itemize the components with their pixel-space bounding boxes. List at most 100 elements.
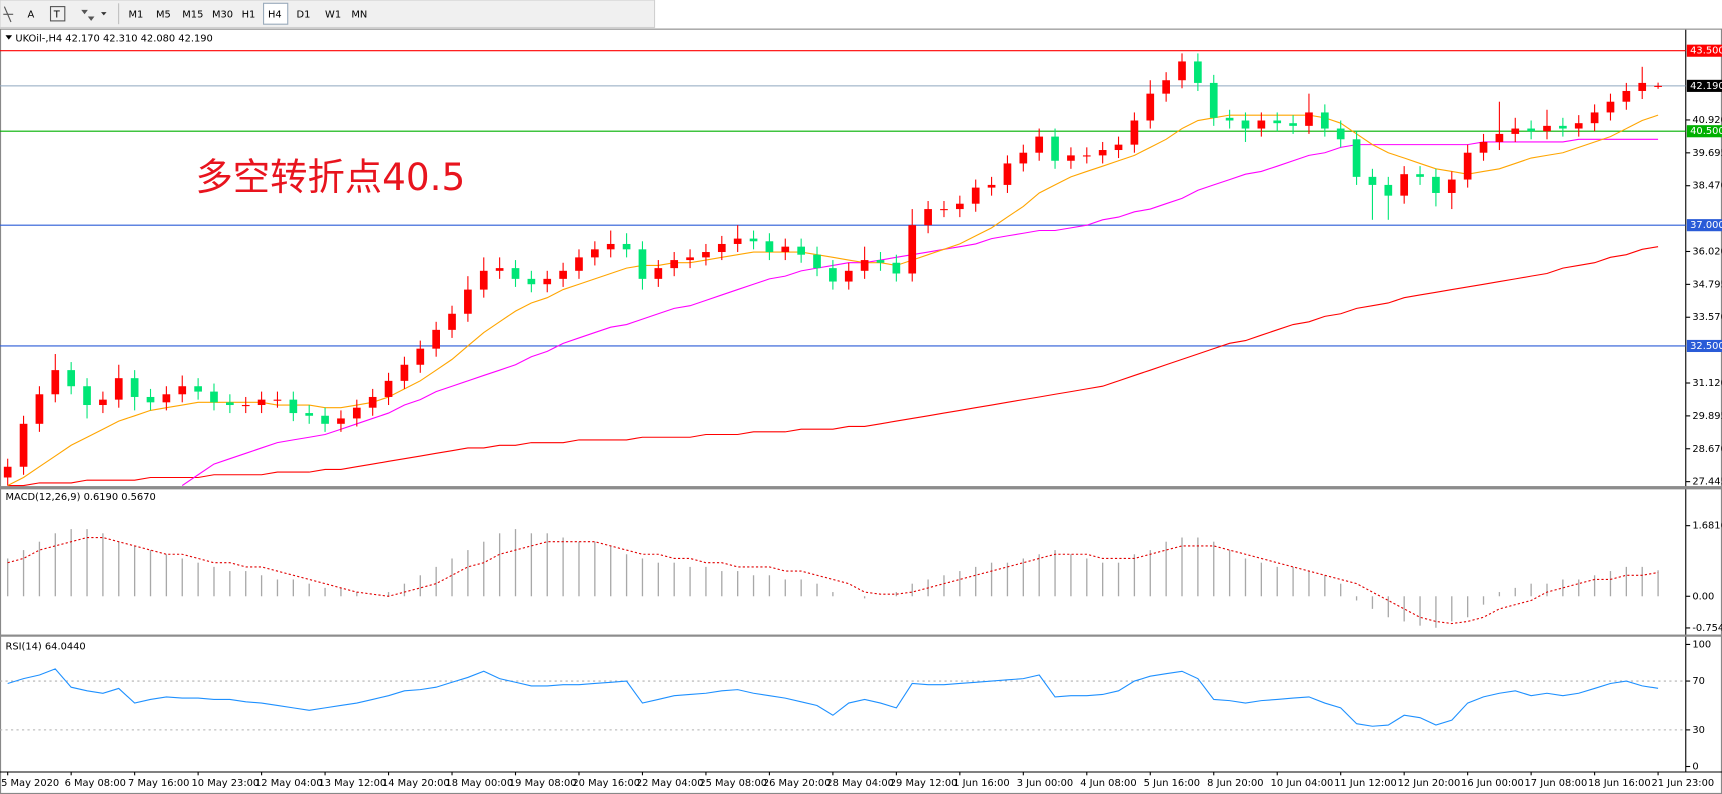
y-tick-label: 34.795 bbox=[1692, 279, 1722, 290]
timeframe-button[interactable]: W1 bbox=[325, 9, 341, 20]
chart-frame bbox=[0, 28, 1722, 794]
candle-body bbox=[1654, 85, 1662, 87]
annotation: 多空转折点40.5 bbox=[195, 155, 465, 199]
tool-button[interactable]: A bbox=[27, 9, 34, 20]
dropdown-arrow[interactable] bbox=[101, 12, 107, 16]
candle-body bbox=[83, 386, 91, 406]
candle-body bbox=[305, 413, 314, 416]
timeframe-button[interactable]: H4 bbox=[268, 9, 282, 20]
candle-body bbox=[717, 243, 726, 253]
x-tick-label: 29 May 12:00 bbox=[890, 778, 958, 789]
candle-body bbox=[146, 396, 155, 403]
y-tick-label: 33.570 bbox=[1692, 312, 1722, 323]
candle-body bbox=[448, 313, 456, 330]
timeframe-button[interactable]: H1 bbox=[242, 9, 256, 20]
x-tick-label: 18 May 00:00 bbox=[445, 778, 513, 789]
timeframe-button[interactable]: D1 bbox=[297, 9, 311, 20]
panel-separator bbox=[0, 486, 1722, 490]
candle-body bbox=[1511, 128, 1520, 134]
x-tick-label: 12 May 04:00 bbox=[255, 778, 323, 789]
candle-body bbox=[416, 348, 425, 365]
candle-body bbox=[844, 270, 853, 282]
tool-button[interactable]: T bbox=[53, 9, 61, 20]
candle-body bbox=[178, 386, 187, 395]
x-tick-label: 28 May 04:00 bbox=[826, 778, 894, 789]
candle-body bbox=[527, 278, 536, 285]
y-tick-label: 31.120 bbox=[1692, 378, 1722, 389]
candle-body bbox=[749, 238, 758, 242]
candle-body bbox=[1051, 136, 1059, 161]
candle-body bbox=[1352, 139, 1361, 177]
candle-body bbox=[686, 257, 694, 261]
candle-body bbox=[876, 260, 885, 263]
y-tick-label: 1.6816 bbox=[1692, 521, 1722, 532]
candle-body bbox=[114, 378, 123, 400]
candle-body bbox=[575, 257, 583, 271]
price-label: 42.190 bbox=[1690, 81, 1722, 92]
candle-body bbox=[1035, 136, 1044, 153]
candle-body bbox=[924, 209, 932, 226]
candle-body bbox=[1447, 179, 1456, 193]
x-tick-label: 14 May 20:00 bbox=[382, 778, 450, 789]
candle-body bbox=[400, 364, 409, 381]
candle-body bbox=[1114, 144, 1123, 151]
moving-average bbox=[181, 138, 1659, 486]
candle-body bbox=[940, 209, 948, 211]
y-tick-label: -0.7544 bbox=[1692, 623, 1722, 634]
candle-body bbox=[606, 243, 615, 250]
y-tick-label: 30 bbox=[1692, 725, 1705, 736]
candle-body bbox=[1146, 93, 1155, 121]
candle-body bbox=[352, 407, 361, 419]
x-tick-label: 22 May 04:00 bbox=[636, 778, 704, 789]
x-tick-label: 17 Jun 08:00 bbox=[1525, 778, 1588, 789]
moving-average bbox=[7, 246, 1659, 487]
candle-body bbox=[1559, 125, 1567, 129]
candle-body bbox=[3, 466, 12, 478]
candle-body bbox=[194, 386, 202, 392]
timeframe-button[interactable]: M30 bbox=[212, 9, 233, 20]
moving-average bbox=[7, 114, 1659, 487]
candle-body bbox=[1368, 176, 1377, 185]
tool-icon[interactable] bbox=[49, 6, 66, 22]
candle-body bbox=[1400, 174, 1409, 196]
candle-body bbox=[210, 391, 218, 403]
candle-body bbox=[1082, 155, 1091, 157]
x-tick-label: 26 May 20:00 bbox=[763, 778, 831, 789]
timeframe-button[interactable]: M5 bbox=[156, 9, 171, 20]
x-tick-label: 20 May 16:00 bbox=[572, 778, 640, 789]
candle-body bbox=[1527, 128, 1535, 132]
candle-body bbox=[1178, 61, 1186, 81]
price-label-box bbox=[1686, 125, 1722, 138]
y-tick-label: 27.445 bbox=[1692, 477, 1722, 488]
toolbar: A T M1 M5 M15 M30 H1 H4 D1 W1 MN bbox=[0, 0, 656, 29]
x-tick-label: 6 May 08:00 bbox=[65, 778, 126, 789]
y-tick-label: 36.020 bbox=[1692, 246, 1722, 257]
candle-body bbox=[543, 278, 552, 285]
candle-body bbox=[733, 238, 742, 244]
candle-body bbox=[1432, 176, 1440, 193]
timeframe-button[interactable]: M15 bbox=[182, 9, 203, 20]
candle-body bbox=[559, 270, 567, 279]
candle-body bbox=[384, 380, 393, 397]
x-tick-label: 10 May 23:00 bbox=[192, 778, 260, 789]
timeframe-button[interactable]: MN bbox=[351, 9, 367, 20]
candle-body bbox=[19, 423, 28, 467]
x-tick-label: 11 Jun 12:00 bbox=[1334, 778, 1397, 789]
candle-body bbox=[1194, 61, 1202, 83]
tool-icon[interactable] bbox=[81, 9, 95, 21]
candle-body bbox=[511, 268, 520, 279]
candle-body bbox=[67, 370, 76, 387]
y-tick-label: 100 bbox=[1692, 639, 1711, 650]
y-tick-label: 39.695 bbox=[1692, 148, 1722, 159]
signal-line bbox=[7, 536, 1659, 625]
candle-body bbox=[1574, 123, 1583, 129]
candle-body bbox=[321, 415, 329, 424]
candle-body bbox=[464, 289, 472, 314]
candle-body bbox=[51, 370, 60, 395]
candle-body bbox=[368, 396, 377, 408]
candle-body bbox=[257, 399, 266, 406]
candle-body bbox=[1463, 152, 1472, 180]
timeframe-button[interactable]: M1 bbox=[128, 9, 143, 20]
